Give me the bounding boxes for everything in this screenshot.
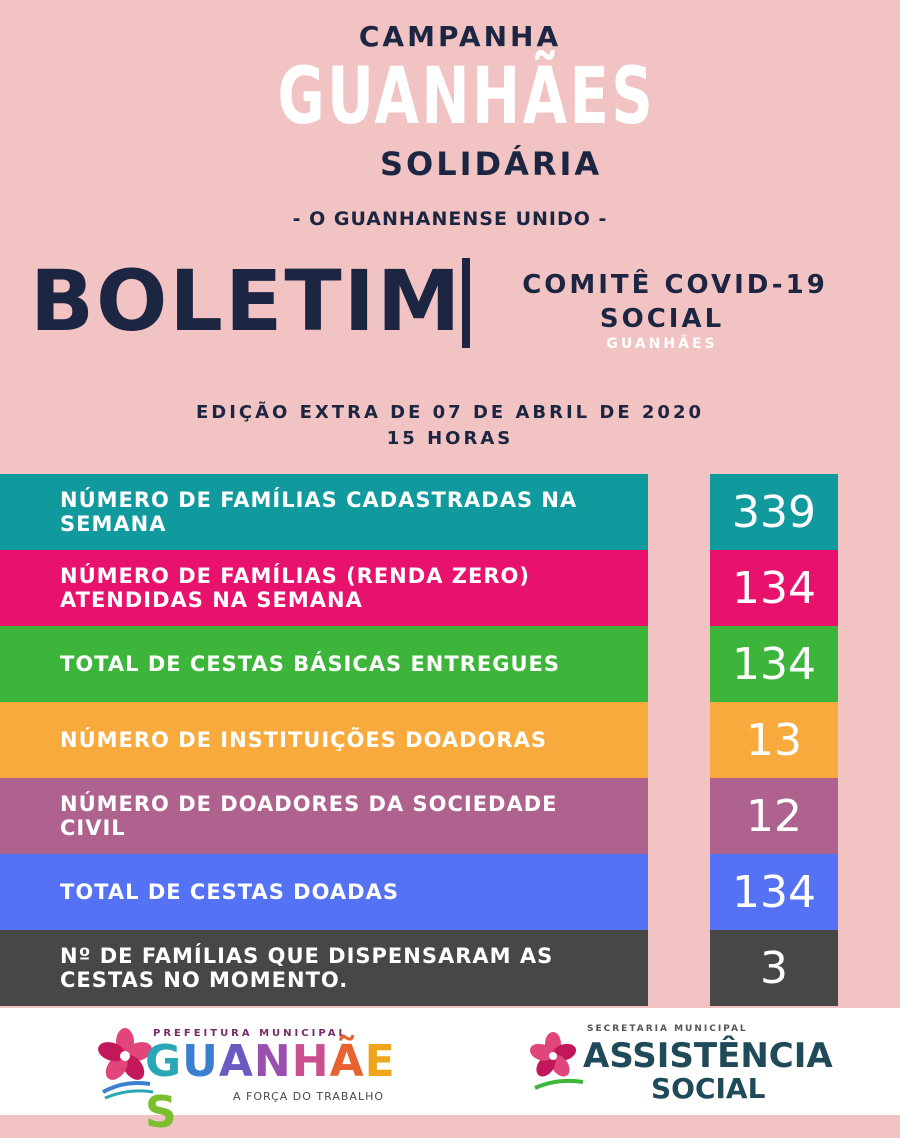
logo-letter: S: [145, 1087, 178, 1138]
campaign-tagline: - O GUANHANENSE UNIDO -: [292, 208, 608, 230]
row-value: 134: [710, 626, 838, 702]
committee-line2: SOCIAL: [599, 304, 725, 334]
row-label: TOTAL DE CESTAS DOADAS: [0, 854, 648, 930]
row-label: Nº DE FAMÍLIAS QUE DISPENSARAM AS CESTAS…: [0, 930, 648, 1006]
committee-block: COMITÊ COVID-19 SOCIAL GUANHÃES: [500, 270, 850, 352]
boletim-title: BOLETIM: [30, 252, 463, 350]
logo-letter: H: [291, 1036, 330, 1087]
campaign-label: CAMPANHA: [358, 20, 562, 53]
assistencia-name: ASSISTÊNCIA: [583, 1036, 833, 1076]
edition-time: 15 HORAS: [386, 428, 514, 449]
table-row: NÚMERO DE FAMÍLIAS CADASTRADAS NA SEMANA…: [0, 474, 900, 550]
social-name: SOCIAL: [651, 1072, 766, 1105]
prefeitura-logo: PREFEITURA MUNICIPAL GUANHÃE S A FORÇA DO…: [95, 1022, 425, 1138]
logo-letter: G: [145, 1036, 183, 1087]
row-label: TOTAL DE CESTAS BÁSICAS ENTREGUES: [0, 626, 648, 702]
row-value: 134: [710, 854, 838, 930]
logo-letter: A: [218, 1036, 254, 1087]
row-value: 3: [710, 930, 838, 1006]
table-row: NÚMERO DE FAMÍLIAS (RENDA ZERO) ATENDIDA…: [0, 550, 900, 626]
edition-info: EDIÇÃO EXTRA DE 07 DE ABRIL DE 2020 15 H…: [0, 400, 900, 452]
table-row: Nº DE FAMÍLIAS QUE DISPENSARAM AS CESTAS…: [0, 930, 900, 1006]
secretaria-label: SECRETARIA MUNICIPAL: [587, 1024, 748, 1034]
table-row: NÚMERO DE INSTITUIÇÕES DOADORAS 13: [0, 702, 900, 778]
edition-date: EDIÇÃO EXTRA DE 07 DE ABRIL DE 2020: [195, 402, 705, 423]
logo-letter: U: [182, 1036, 219, 1087]
logo-letter: E: [364, 1036, 396, 1087]
footer: [0, 1008, 900, 1115]
title-divider: [462, 258, 470, 348]
flower-icon: [529, 1032, 584, 1090]
row-value: 13: [710, 702, 838, 778]
row-label: NÚMERO DE DOADORES DA SOCIEDADE CIVIL: [0, 778, 648, 854]
row-label: NÚMERO DE FAMÍLIAS CADASTRADAS NA SEMANA: [0, 474, 648, 550]
row-value: 12: [710, 778, 838, 854]
assistencia-logo: SECRETARIA MUNICIPAL ASSISTÊNCIA SOCIAL: [525, 1022, 833, 1108]
prefeitura-tagline: A FORÇA DO TRABALHO: [233, 1090, 384, 1103]
prefeitura-label: PREFEITURA MUNICIPAL: [153, 1028, 348, 1039]
campaign-city-title: GUANHÃES: [277, 52, 656, 142]
row-value: 339: [710, 474, 838, 550]
campaign-solidaria: SOLIDÁRIA: [380, 145, 603, 183]
logo-letter: N: [253, 1036, 292, 1087]
committee-line3: GUANHÃES: [606, 336, 718, 352]
table-row: TOTAL DE CESTAS BÁSICAS ENTREGUES 134: [0, 626, 900, 702]
row-label: NÚMERO DE FAMÍLIAS (RENDA ZERO) ATENDIDA…: [0, 550, 648, 626]
flower-icon: [98, 1028, 154, 1100]
table-row: TOTAL DE CESTAS DOADAS 134: [0, 854, 900, 930]
row-label: NÚMERO DE INSTITUIÇÕES DOADORAS: [0, 702, 648, 778]
committee-line1: COMITÊ COVID-19: [522, 270, 828, 300]
logo-letter: Ã: [329, 1036, 365, 1087]
table-row: NÚMERO DE DOADORES DA SOCIEDADE CIVIL 12: [0, 778, 900, 854]
row-value: 134: [710, 550, 838, 626]
prefeitura-name: GUANHÃE S: [145, 1036, 425, 1138]
